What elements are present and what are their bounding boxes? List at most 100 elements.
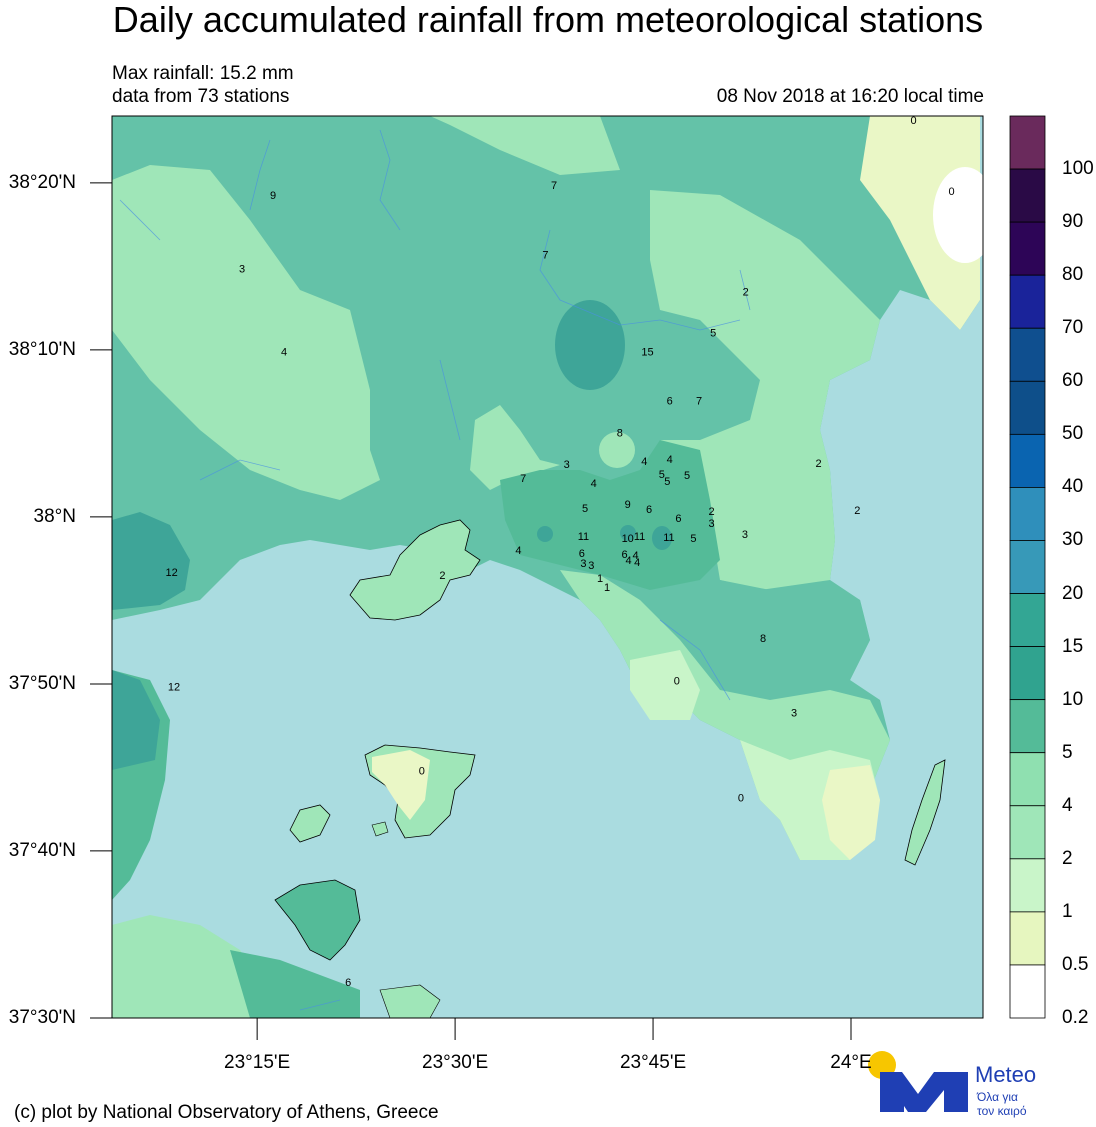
colorbar-swatch	[1009, 115, 1046, 170]
zone-vouliagmeni-pale	[630, 650, 700, 720]
zone-core-15	[555, 300, 625, 390]
lat-label: 38°10'N	[8, 338, 76, 360]
lon-label: 23°45'E	[619, 1052, 687, 1073]
stations-count-text: data from 73 stations	[112, 86, 290, 107]
southwest-land-dark	[230, 950, 360, 1018]
moni-island	[289, 804, 331, 843]
station-value: 0	[674, 675, 680, 687]
station-value: 7	[696, 396, 702, 408]
colorbar-label: 30	[1062, 529, 1084, 551]
m-logo-icon	[880, 1072, 968, 1112]
station-value: 3	[239, 263, 245, 275]
logo-name: Meteo	[975, 1062, 1037, 1087]
station-value: 11	[578, 531, 589, 543]
station-value: 4	[591, 478, 597, 490]
zone-light-4	[599, 432, 635, 468]
colorbar-swatch	[1009, 168, 1046, 223]
colorbar-label: 100	[1062, 158, 1094, 180]
zone-west-light	[112, 165, 380, 500]
colorbar-swatch	[1009, 805, 1046, 860]
angistri-island	[371, 821, 389, 837]
station-value: 6	[667, 396, 673, 408]
station-value: 2	[439, 570, 445, 582]
station-value: 10	[622, 533, 634, 545]
southeast-small-land	[379, 984, 441, 1018]
logo-tagline-line2: τον καιρό	[977, 1104, 1027, 1118]
station-value: 2	[854, 505, 860, 517]
colorbar-label: 80	[1062, 264, 1084, 286]
colorbar-swatch	[1009, 433, 1046, 488]
colorbar-label: 50	[1062, 423, 1084, 445]
station-value: 6	[579, 548, 585, 560]
colorbar-swatch	[1009, 327, 1046, 382]
colorbar-swatch	[1009, 911, 1046, 966]
station-value: 12	[165, 567, 177, 579]
zone-north-cream	[860, 116, 980, 330]
axis-ticks	[90, 182, 852, 1040]
station-value: 11	[663, 532, 674, 544]
lat-label: 37°40'N	[8, 839, 76, 861]
station-value: 0	[419, 766, 425, 778]
info-left: Max rainfall: 15.2 mm data from 73 stati…	[112, 62, 294, 108]
colorbar-swatch	[1009, 487, 1046, 541]
station-value: 8	[760, 633, 766, 645]
station-value: 4	[281, 347, 287, 359]
makronisos-island	[904, 759, 946, 866]
map-frame	[111, 115, 984, 1019]
station-value: 0	[949, 186, 955, 198]
station-value: 5	[690, 533, 696, 545]
station-value: 3	[791, 707, 797, 719]
station-value: 6	[675, 513, 681, 525]
station-value: 0	[911, 115, 917, 127]
lat-label: 38°N	[33, 505, 76, 527]
poros-island	[274, 879, 361, 961]
zone-north-light	[430, 116, 620, 175]
colorbar-swatch	[1009, 380, 1046, 435]
station-value: 9	[625, 499, 631, 511]
station-value: 5	[582, 503, 588, 515]
map-title: Daily accumulated rainfall from meteorol…	[112, 0, 984, 40]
zone-center-light	[470, 405, 560, 490]
station-value: 5	[710, 328, 716, 340]
station-value: 6	[646, 504, 652, 516]
southwest-land	[112, 915, 260, 1018]
lon-label: 23°15'E	[224, 1052, 291, 1073]
station-value: 12	[168, 681, 180, 693]
zone-north-white	[933, 167, 983, 263]
zone-southeast-mid	[720, 580, 870, 690]
station-value: 4	[633, 550, 639, 562]
colorbar-label: 4	[1062, 794, 1073, 816]
colorbar-label: 0.5	[1062, 953, 1089, 975]
lon-label: 24°E	[830, 1052, 872, 1073]
station-value: 7	[520, 473, 526, 485]
station-value: 6	[621, 549, 627, 561]
station-value: 5	[664, 476, 670, 488]
logo-tagline-line1: Όλα για	[977, 1090, 1018, 1104]
colorbar-label: 40	[1062, 476, 1084, 498]
colorbar-swatch	[1009, 858, 1046, 913]
station-value: 8	[617, 428, 623, 440]
station-value: 7	[542, 249, 548, 261]
colorbar	[1009, 115, 1046, 1019]
station-value: 4	[515, 545, 521, 557]
colorbar-label: 20	[1062, 582, 1084, 604]
station-value: 0	[738, 793, 744, 805]
colorbar-swatch	[1009, 593, 1046, 647]
station-value: 5	[659, 469, 665, 481]
zone-core-athens	[500, 440, 720, 590]
colorbar-label: 90	[1062, 211, 1084, 233]
zone-core-athens-dark1	[537, 526, 553, 542]
colorbar-label: 70	[1062, 317, 1084, 339]
lat-label: 38°20'N	[8, 171, 76, 193]
zone-core-athens-dark2	[620, 525, 636, 541]
station-value: 7	[551, 180, 557, 192]
station-value: 6	[345, 977, 351, 989]
colorbar-swatch	[1009, 221, 1046, 276]
station-value: 3	[588, 560, 594, 572]
max-rainfall-text: Max rainfall: 15.2 mm	[112, 63, 294, 84]
salamina-island	[349, 519, 481, 621]
station-value: 2	[815, 458, 821, 470]
station-value: 15	[641, 347, 653, 359]
